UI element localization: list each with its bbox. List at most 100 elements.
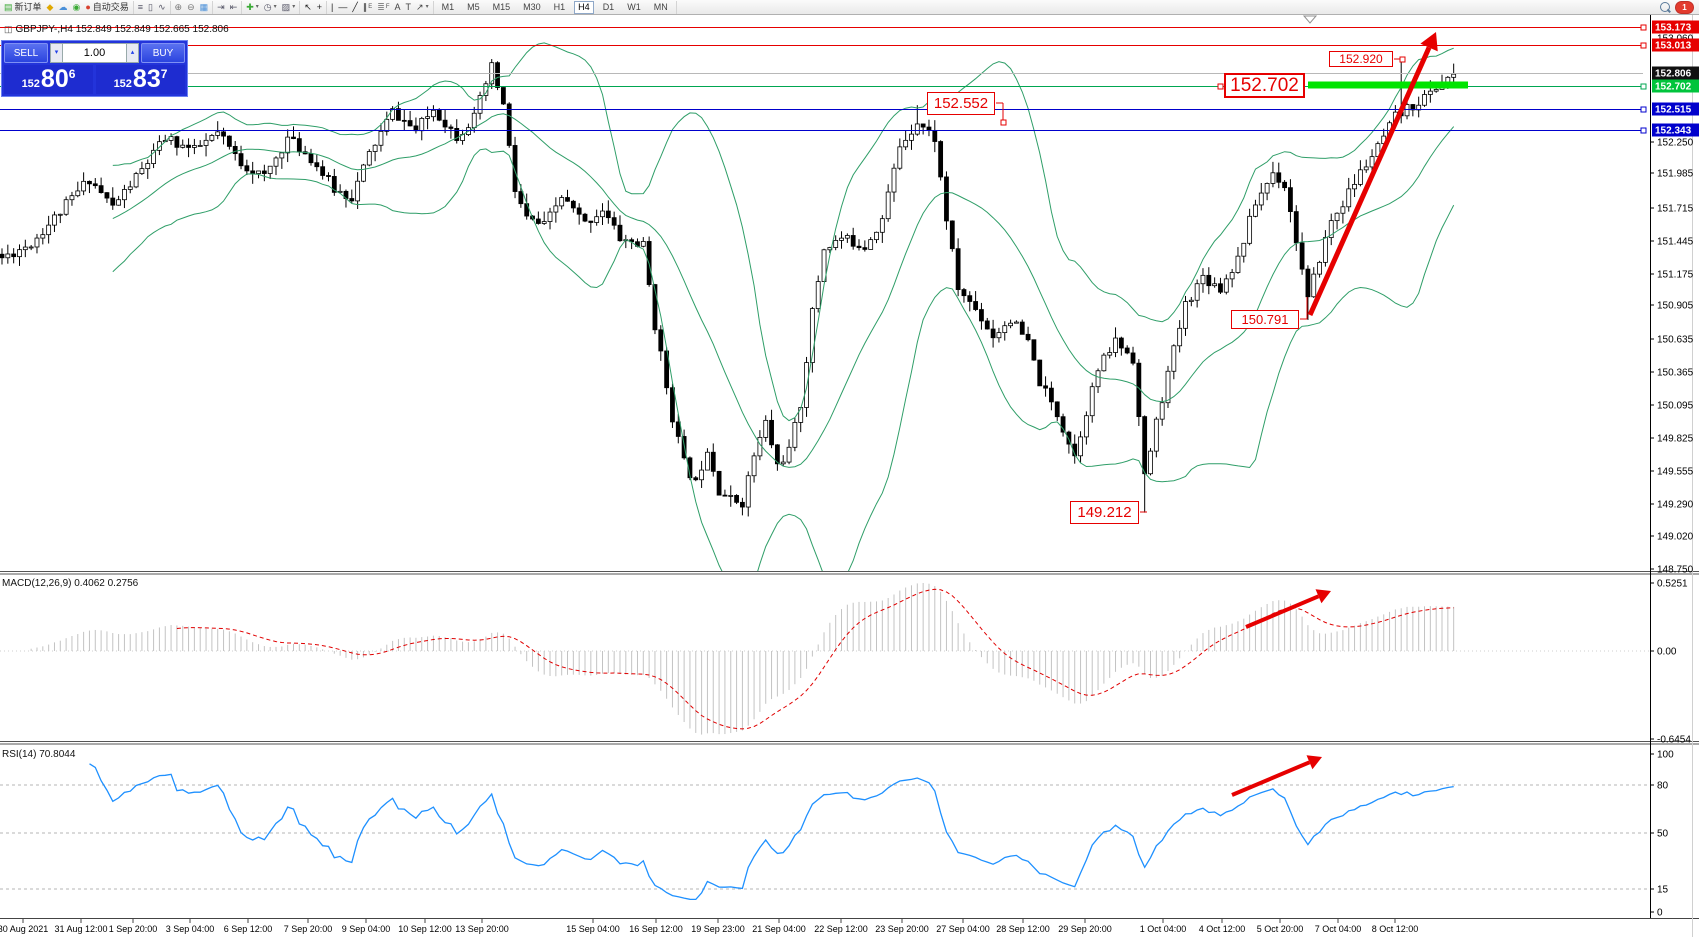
fibonacci-tool-sub: F [385,3,390,10]
trend-arrow[interactable] [1231,760,1311,797]
trade-panel-prices: 152 80 6 152 83 7 [2,64,187,95]
toolbar-group: ≡ ▯ ∿ [134,0,171,14]
arrow-objects-button[interactable]: ↗ ▾ [416,1,429,14]
auto-scroll-icon[interactable]: ⇥ [217,1,225,14]
toolbar-group: ⇥ ⇤ [213,0,243,14]
chart-type-bars-icon-icon: ≡ [137,1,144,12]
vertical-line-tool[interactable]: | [331,1,333,14]
timeframe-button-m15[interactable]: M15 [492,1,511,12]
rsi-indicator-label: RSI(14) 70.8044 [2,749,76,760]
timeframe-button-d1[interactable]: D1 [602,1,615,12]
horizontal-line-icon: — [338,1,348,12]
tile-windows-icon[interactable]: ▦ [200,1,209,14]
price-annotation-150-791[interactable]: 150.791 [1231,310,1299,329]
sell-button[interactable]: SELL [4,43,48,63]
channel-tool[interactable]: ∥ E [363,1,373,14]
timeframe-button-m5[interactable]: M5 [467,1,480,12]
price-annotation-152-702[interactable]: 152.702 [1224,73,1305,98]
rsi-group [0,763,1650,901]
indicators-button[interactable]: ✚ ▾ [246,1,259,14]
cloud-icon[interactable]: ☁ [58,1,67,14]
svg-text:-0.6454: -0.6454 [1657,735,1691,746]
fibonacci-tool[interactable]: ≣ F [377,1,389,14]
indicator-scales-group: 0.5251 0.00 -0.6454 100 80 50 15 0 [1650,579,1691,919]
volume-increase-button[interactable]: ▴ [126,43,139,63]
zoom-in-icon-icon: ⊕ [174,1,183,12]
timeframe-button-m30[interactable]: M30 [523,1,541,12]
svg-text:152.250: 152.250 [1657,138,1694,149]
svg-text:0.5251: 0.5251 [1657,579,1688,590]
crosshair-icon: + [316,1,323,12]
svg-text:100: 100 [1657,750,1674,761]
volume-field[interactable]: 1.00 [63,43,126,63]
periods-button[interactable]: ◷ ▾ [264,1,277,14]
price-annotation-152-920[interactable]: 152.920 [1329,51,1393,67]
chart-type-candles-icon[interactable]: ▯ [148,1,153,14]
crosshair-tool[interactable]: + [317,1,322,14]
new-order-button[interactable]: ▤ 新订单 [4,1,42,14]
volume-decrease-button[interactable]: ▾ [50,43,63,63]
timeframe-button-mn[interactable]: MN [653,1,668,12]
macd-histogram [30,582,1455,735]
tile-windows-icon-icon: ▦ [199,1,209,12]
svg-text:150.635: 150.635 [1657,335,1694,346]
toolbar-group: ▤ 新订单 ◆ ☁ ◉ ● 自动交易 [0,0,134,14]
label-tool[interactable]: T [406,1,412,14]
new-order-icon: ▤ [4,1,13,12]
chart-type-line-icon[interactable]: ∿ [158,1,166,14]
toolbar-group: | — ╱ ∥ E ≣ F A T ↗ ▾ [327,0,434,14]
sell-price-button[interactable]: 152 80 6 [4,65,93,94]
buy-price-button[interactable]: 152 83 7 [96,65,185,94]
signal-icon[interactable]: ◉ [72,1,80,14]
sell-price-prefix: 152 [21,78,40,90]
channel-icon: ∥ [362,1,368,12]
candles-group [0,59,1457,517]
chart-type-bars-icon[interactable]: ≡ [138,1,143,14]
autotrade-button[interactable]: ● 自动交易 [85,1,128,14]
zoom-out-icon[interactable]: ⊖ [187,1,195,14]
svg-text:30 Aug 2021: 30 Aug 2021 [0,924,48,934]
timeframe-group: M1 M5 M15 M30 H1 H4 D1 W1 MN [434,0,677,14]
horizontal-line-tool[interactable]: — [338,1,347,14]
svg-text:28 Sep 12:00: 28 Sep 12:00 [996,924,1050,934]
text-tool[interactable]: A [395,1,401,14]
macd-group [0,582,1650,735]
price-annotation-149-212[interactable]: 149.212 [1070,501,1139,524]
chart-shift-icon-icon: ⇤ [229,1,238,12]
search-icon[interactable] [1660,2,1670,12]
broom-icon-icon: ◆ [46,1,54,12]
channel-tool-sub: E [368,3,373,10]
notifications-badge[interactable]: 1 [1676,1,1693,13]
templates-button[interactable]: ▨ ▾ [282,1,296,14]
chart-shift-icon[interactable]: ⇤ [230,1,238,14]
svg-text:152.806: 152.806 [1655,69,1692,80]
buy-button[interactable]: BUY [141,43,185,63]
autotrade-button-label: 自动交易 [92,1,129,12]
trend-arrow[interactable] [1307,46,1432,317]
trendline-tool[interactable]: ╱ [352,1,357,14]
timeframe-button-h4[interactable]: H4 [574,0,594,14]
svg-text:13 Sep 20:00: 13 Sep 20:00 [455,924,509,934]
svg-text:22 Sep 12:00: 22 Sep 12:00 [814,924,868,934]
rsi-line [89,763,1454,901]
svg-text:0.00: 0.00 [1657,647,1677,658]
svg-text:150.095: 150.095 [1657,401,1694,412]
svg-text:9 Sep 04:00: 9 Sep 04:00 [342,924,391,934]
zoom-in-icon[interactable]: ⊕ [175,1,183,14]
svg-text:1 Sep 20:00: 1 Sep 20:00 [109,924,158,934]
trend-arrow[interactable] [1245,594,1320,629]
timeframe-button-h1[interactable]: H1 [553,1,566,12]
svg-text:50: 50 [1657,829,1669,840]
svg-text:15: 15 [1657,885,1669,896]
cursor-tool[interactable]: ↖ [304,1,312,14]
broom-icon[interactable]: ◆ [47,1,54,14]
svg-text:152.702: 152.702 [1655,82,1692,93]
timeframe-button-m1[interactable]: M1 [441,1,455,12]
svg-text:7 Oct 04:00: 7 Oct 04:00 [1315,924,1362,934]
toolbar-group: ✚ ▾ ◷ ▾ ▨ ▾ [242,0,301,14]
timeframe-button-w1[interactable]: W1 [627,1,641,12]
trade-panel-controls: SELL ▾ 1.00 ▴ BUY [2,41,187,64]
price-annotation-152-552[interactable]: 152.552 [927,92,995,115]
arrow-objects-icon: ↗ [416,1,424,12]
